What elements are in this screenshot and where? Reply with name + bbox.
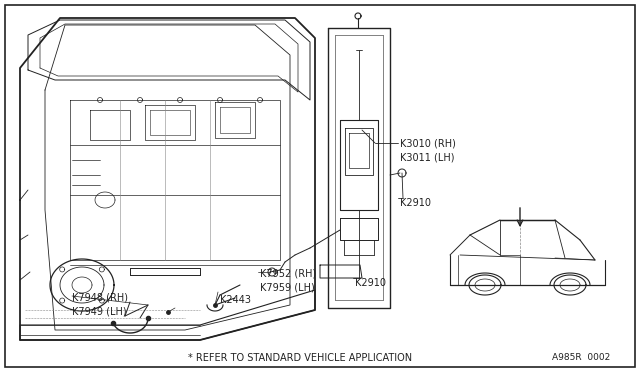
Text: K7948 (RH): K7948 (RH): [72, 292, 128, 302]
Text: K3011 (LH): K3011 (LH): [400, 152, 454, 162]
Text: K2910: K2910: [355, 278, 386, 288]
Text: K7959 (LH): K7959 (LH): [260, 282, 315, 292]
Text: K2910: K2910: [400, 198, 431, 208]
Text: K3010 (RH): K3010 (RH): [400, 138, 456, 148]
Text: K2443: K2443: [220, 295, 251, 305]
Text: K7949 (LH): K7949 (LH): [72, 306, 127, 316]
Text: K7952 (RH): K7952 (RH): [260, 268, 316, 278]
Text: A985R  0002: A985R 0002: [552, 353, 610, 362]
Text: * REFER TO STANDARD VEHICLE APPLICATION: * REFER TO STANDARD VEHICLE APPLICATION: [188, 353, 412, 363]
